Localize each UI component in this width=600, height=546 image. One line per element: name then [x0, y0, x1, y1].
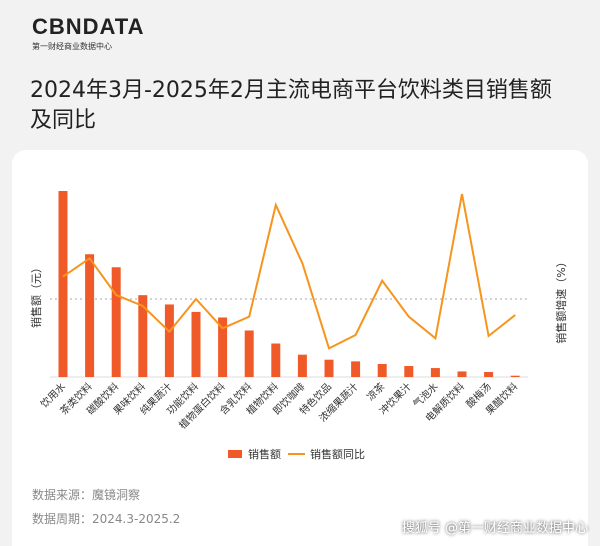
- legend-bar-label: 销售额: [248, 447, 281, 461]
- chart-title: 2024年3月-2025年2月主流电商平台饮料类目销售额及同比: [30, 78, 552, 133]
- bar-9: [297, 354, 307, 377]
- bar-0: [58, 191, 68, 377]
- legend-bar-swatch: [228, 450, 242, 458]
- bar-17: [510, 375, 520, 377]
- y2-axis-label: 销售额增速（%）: [554, 256, 568, 343]
- bar-16: [484, 371, 494, 377]
- bar-8: [271, 343, 281, 377]
- bar-5: [191, 311, 201, 377]
- y-axis-label: 销售额（元）: [29, 262, 43, 328]
- bar-10: [324, 359, 334, 377]
- logo-subtitle: 第一财经商业数据中心: [32, 42, 112, 51]
- x-tick-label: 凉茶: [364, 380, 387, 403]
- logo: CBNDATA 第一财经商业数据中心: [32, 14, 145, 52]
- bar-4: [164, 304, 174, 377]
- bar-12: [377, 363, 387, 377]
- bar-15: [457, 371, 467, 377]
- bar-2: [111, 267, 121, 377]
- chart-card: [12, 150, 588, 546]
- logo-text: CBNDATA: [32, 14, 145, 39]
- bar-11: [351, 361, 361, 377]
- growth-line: [62, 193, 516, 350]
- watermark: 搜狐号 @第一财经商业数据中心: [401, 521, 588, 536]
- bar-14: [430, 368, 440, 377]
- bar-6: [218, 317, 228, 377]
- data-source: 数据来源：魔镜洞察: [32, 488, 141, 502]
- bar-3: [138, 295, 148, 377]
- legend-line-label: 销售额同比: [310, 447, 365, 461]
- bar-7: [244, 330, 254, 377]
- bar-1: [85, 254, 95, 377]
- bar-13: [404, 366, 414, 377]
- data-period: 数据周期：2024.3-2025.2: [32, 512, 181, 526]
